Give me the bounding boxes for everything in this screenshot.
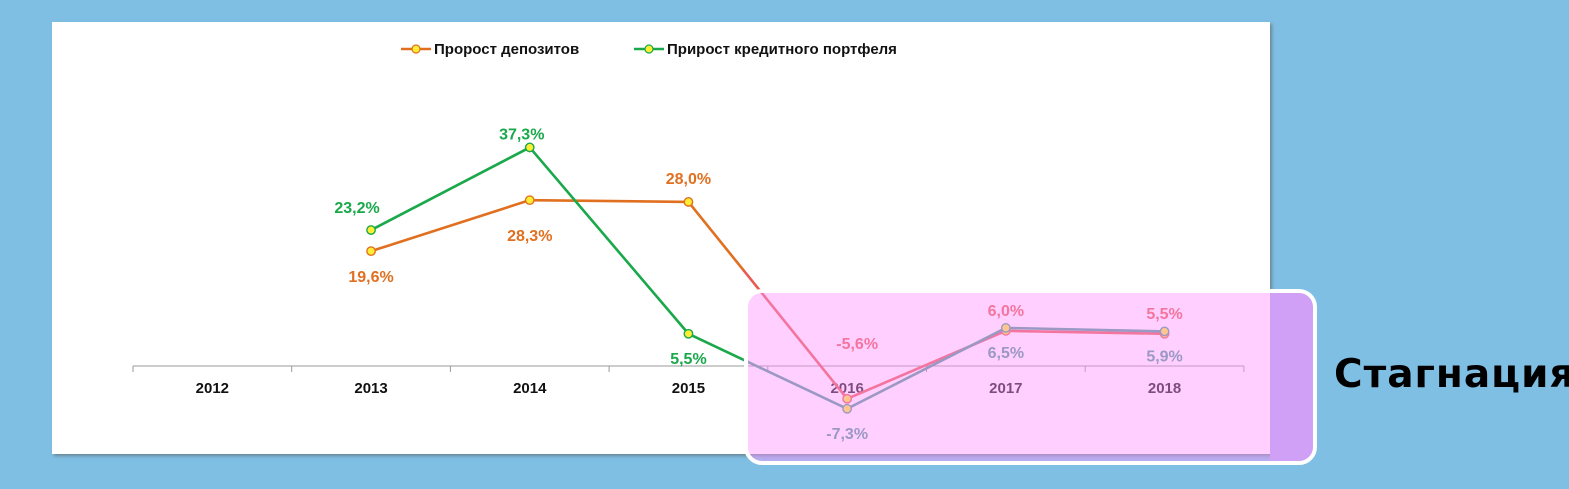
data-point-marker bbox=[1159, 326, 1170, 337]
legend-entry: Прирост кредитного портфеля bbox=[667, 41, 897, 58]
data-point-marker bbox=[1000, 323, 1011, 333]
series-line-segment bbox=[1004, 326, 1166, 333]
data-label: 37,3% bbox=[499, 126, 544, 143]
legend-marker bbox=[644, 44, 654, 54]
x-tick-label: 2017 bbox=[989, 380, 1022, 397]
x-tick-label: 2018 bbox=[1148, 380, 1181, 397]
data-point-marker bbox=[366, 225, 376, 235]
series-line-segment bbox=[687, 332, 746, 362]
series-line-segment bbox=[1004, 329, 1166, 336]
series-line-segment bbox=[742, 358, 849, 411]
series-line-segment bbox=[369, 146, 532, 232]
chart-panel: 2012 2013 2014 2015 2016 2017 2018 19,6% 28,3% 28… bbox=[52, 22, 1270, 454]
data-label: 5,5% bbox=[1146, 306, 1182, 323]
x-tick-label: 2012 bbox=[196, 380, 229, 397]
data-label: 6,0% bbox=[988, 303, 1024, 320]
x-tick-label: 2013 bbox=[354, 380, 387, 397]
data-point-marker bbox=[524, 142, 535, 153]
series-line-segment bbox=[845, 326, 1008, 411]
data-point-marker bbox=[683, 328, 694, 339]
x-tick-label: 2015 bbox=[672, 380, 705, 397]
data-label: 19,6% bbox=[348, 269, 393, 286]
data-label: -7,3% bbox=[826, 426, 868, 443]
data-label: 6,5% bbox=[988, 345, 1024, 362]
data-label: -5,6% bbox=[836, 336, 878, 353]
data-point-marker bbox=[524, 195, 535, 206]
data-point-marker bbox=[683, 197, 694, 207]
highlight-box-edge bbox=[1270, 293, 1313, 461]
series-line-segment bbox=[687, 200, 746, 273]
series-line-segment bbox=[528, 198, 690, 204]
legend-entry: Пророст депозитов bbox=[434, 41, 579, 58]
data-point-marker bbox=[842, 403, 853, 414]
stagnation-label: Стагнация bbox=[1334, 352, 1569, 397]
data-label: 5,5% bbox=[670, 351, 706, 368]
series-line-segment bbox=[528, 146, 690, 336]
data-label: 5,9% bbox=[1146, 348, 1182, 365]
series-line-segment bbox=[369, 198, 532, 253]
legend-marker bbox=[411, 44, 421, 54]
data-point-marker bbox=[366, 246, 376, 257]
line-chart: 2012 2013 2014 2015 2016 2017 2018 19,6% 28,3% 28… bbox=[132, 41, 1245, 443]
data-label: 23,2% bbox=[334, 200, 379, 217]
data-label: 28,0% bbox=[666, 171, 711, 188]
data-point-marker bbox=[842, 393, 853, 404]
data-label: 28,3% bbox=[507, 228, 552, 245]
stagnation-highlight-box bbox=[744, 289, 1317, 465]
x-tick-label: 2014 bbox=[513, 380, 547, 397]
x-tick-label: 2016 bbox=[830, 380, 863, 397]
